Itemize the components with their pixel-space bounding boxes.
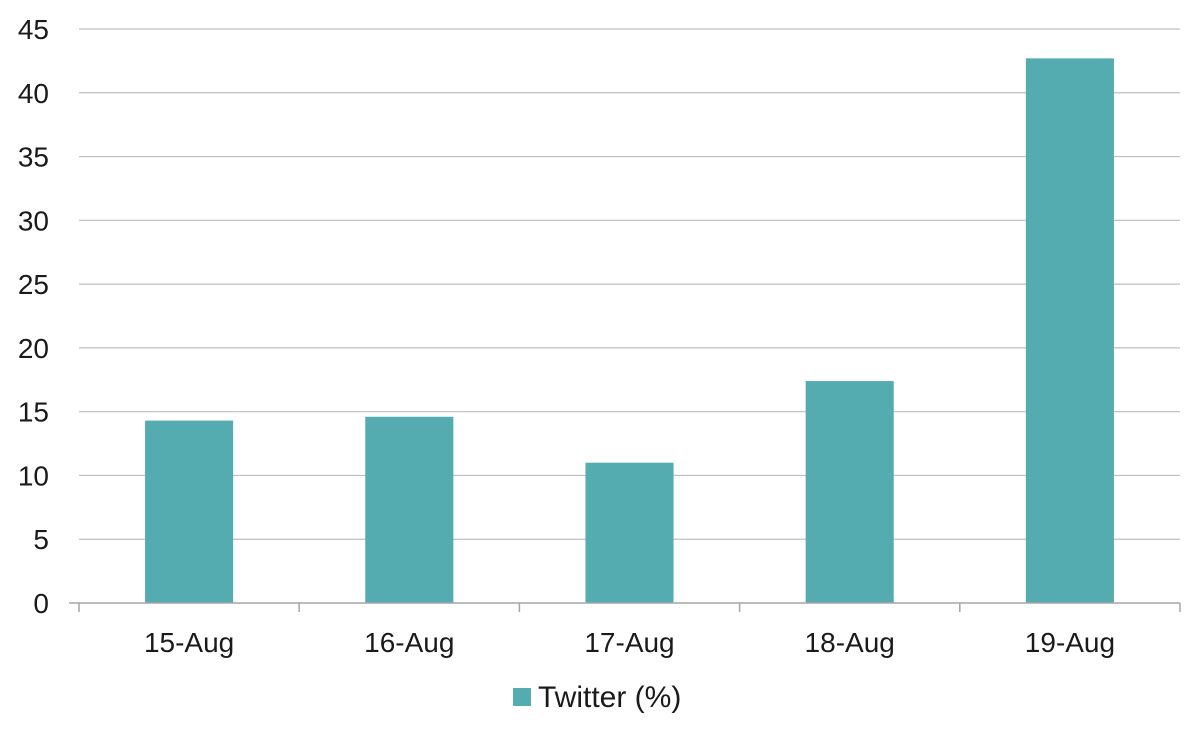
legend-swatch-twitter [513, 688, 531, 706]
y-tick-label-10: 10 [18, 460, 49, 491]
x-tick-label-15-Aug: 15-Aug [144, 627, 234, 658]
y-tick-label-5: 5 [33, 524, 49, 555]
x-tick-label-16-Aug: 16-Aug [364, 627, 454, 658]
y-tick-label-30: 30 [18, 205, 49, 236]
x-tick-label-17-Aug: 17-Aug [584, 627, 674, 658]
y-tick-label-15: 15 [18, 397, 49, 428]
y-tick-label-45: 45 [18, 14, 49, 45]
x-axis-tick-labels: 15-Aug 16-Aug 17-Aug 18-Aug 19-Aug [144, 627, 1115, 658]
x-tick-label-18-Aug: 18-Aug [805, 627, 895, 658]
bar-15-Aug [145, 420, 234, 603]
y-tick-label-0: 0 [33, 588, 49, 619]
y-tick-label-25: 25 [18, 269, 49, 300]
y-axis-tick-labels: 0 5 10 15 20 25 30 35 40 45 [18, 14, 49, 619]
bar-18-Aug [805, 381, 894, 603]
bars [145, 58, 1114, 604]
bar-16-Aug [365, 416, 454, 603]
x-axis [69, 602, 1181, 612]
gridlines [79, 28, 1180, 540]
y-tick-label-20: 20 [18, 333, 49, 364]
x-tick-label-19-Aug: 19-Aug [1025, 627, 1115, 658]
bar-19-Aug [1025, 58, 1114, 604]
y-tick-label-35: 35 [18, 142, 49, 173]
legend: Twitter (%) [513, 681, 681, 714]
legend-label-twitter: Twitter (%) [538, 681, 681, 714]
y-tick-label-40: 40 [18, 78, 49, 109]
bar-17-Aug [585, 462, 674, 603]
